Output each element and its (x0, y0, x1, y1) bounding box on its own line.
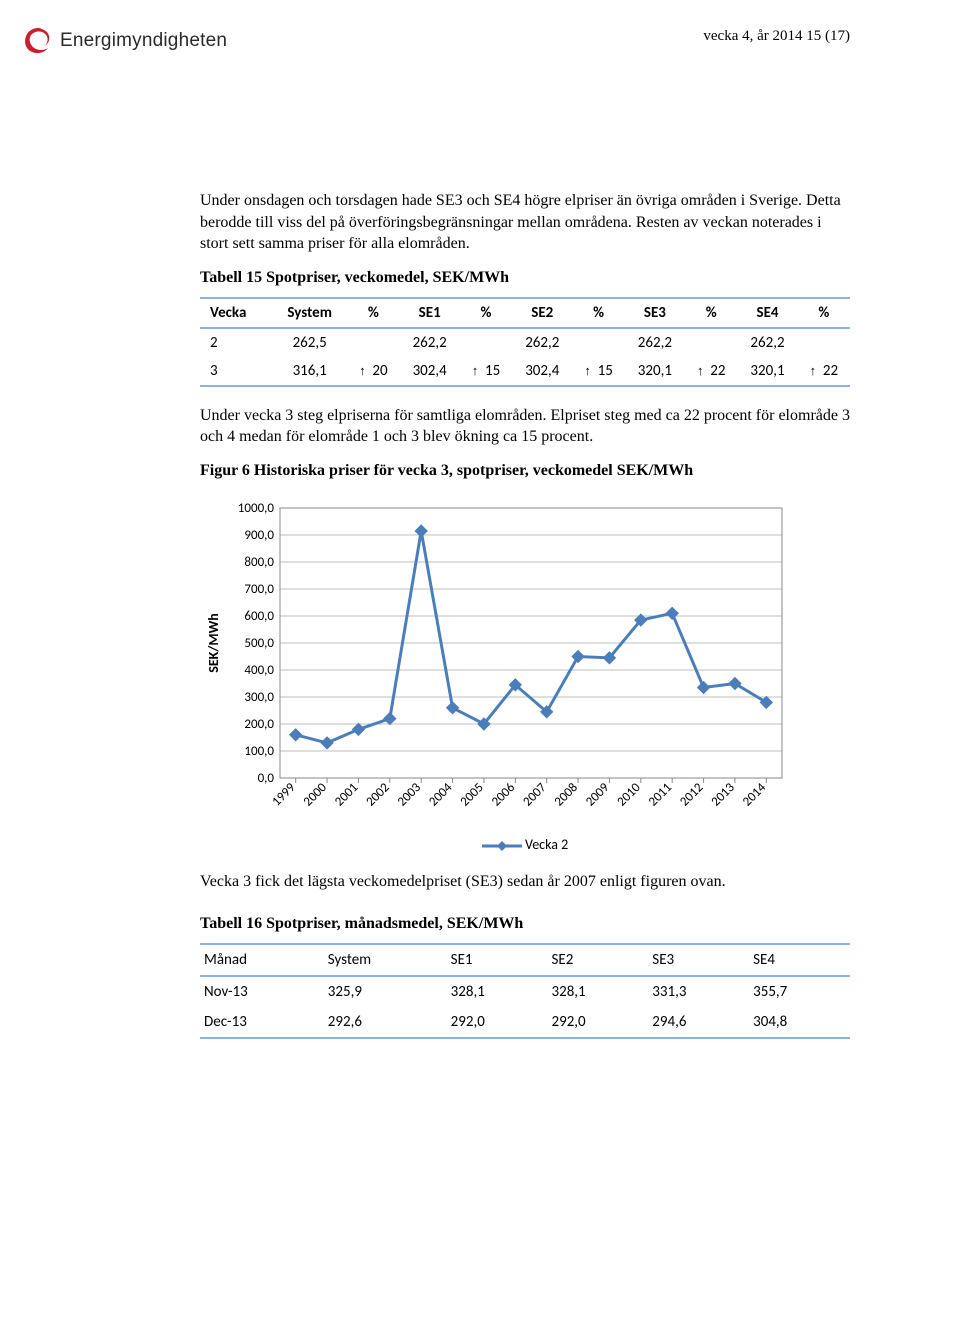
svg-text:2000: 2000 (301, 780, 331, 810)
table16-cell: 292,0 (447, 1007, 548, 1038)
table15-header: SE4 (737, 298, 797, 328)
table15-header: System (272, 298, 347, 328)
table15-cell: 262,5 (272, 328, 347, 357)
table15-cell: 262,2 (737, 328, 797, 357)
table15-header: SE1 (399, 298, 459, 328)
table15-header: SE3 (625, 298, 685, 328)
table16-cell: 325,9 (324, 976, 447, 1007)
table15: VeckaSystem%SE1%SE2%SE3%SE4% 2262,5262,2… (200, 297, 850, 387)
brand-logo: Energimyndigheten (20, 24, 227, 58)
page-header-right: vecka 4, år 2014 15 (17) (703, 28, 850, 45)
table16: MånadSystemSE1SE2SE3SE4 Nov-13325,9328,1… (200, 943, 850, 1039)
after-chart-paragraph: Vecka 3 fick det lägsta veckomedelpriset… (200, 871, 850, 893)
chart-caption: Figur 6 Historiska priser för vecka 3, s… (200, 462, 850, 480)
svg-text:0,0: 0,0 (258, 771, 275, 786)
svg-text:2003: 2003 (395, 780, 425, 810)
table15-cell (798, 328, 850, 357)
table15-cell: 3 (200, 357, 272, 386)
table16-header: System (324, 944, 447, 976)
table15-cell (572, 328, 624, 357)
svg-text:2007: 2007 (520, 780, 550, 810)
table16-cell: 328,1 (447, 976, 548, 1007)
svg-text:2001: 2001 (332, 780, 361, 809)
table15-cell: ↑ 22 (798, 357, 850, 386)
table15-caption: Tabell 15 Spotpriser, veckomedel, SEK/MW… (200, 269, 850, 287)
svg-text:900,0: 900,0 (244, 528, 274, 543)
svg-text:2014: 2014 (740, 780, 770, 810)
mid-paragraph: Under vecka 3 steg elpriserna för samtli… (200, 405, 850, 448)
svg-text:2011: 2011 (646, 780, 675, 809)
table15-cell (347, 328, 399, 357)
table16-cell: 331,3 (648, 976, 749, 1007)
table16-cell: 355,7 (749, 976, 850, 1007)
table15-header: % (572, 298, 624, 328)
table15-cell (685, 328, 737, 357)
table15-cell: 2 (200, 328, 272, 357)
chart-legend: Vecka 2 (200, 836, 850, 853)
svg-text:1000,0: 1000,0 (238, 501, 275, 516)
svg-text:2012: 2012 (677, 780, 707, 810)
table16-header: SE4 (749, 944, 850, 976)
table15-cell: 262,2 (625, 328, 685, 357)
table15-cell: 262,2 (399, 328, 459, 357)
svg-text:500,0: 500,0 (244, 636, 274, 651)
svg-text:600,0: 600,0 (244, 609, 274, 624)
table16-cell: 328,1 (547, 976, 648, 1007)
legend-line-icon (482, 839, 522, 853)
table16-header: Månad (200, 944, 324, 976)
svg-text:2004: 2004 (426, 780, 456, 810)
svg-text:700,0: 700,0 (244, 582, 274, 597)
table15-cell: 302,4 (512, 357, 572, 386)
table15-header: % (685, 298, 737, 328)
svg-text:2005: 2005 (458, 780, 487, 809)
svg-text:2009: 2009 (583, 780, 613, 810)
table15-cell: ↑ 15 (460, 357, 512, 386)
svg-text:2008: 2008 (552, 780, 582, 810)
table16-cell: 292,6 (324, 1007, 447, 1038)
table15-cell: 320,1 (625, 357, 685, 386)
table16-caption: Tabell 16 Spotpriser, månadsmedel, SEK/M… (200, 915, 850, 933)
table16-cell: 304,8 (749, 1007, 850, 1038)
svg-text:400,0: 400,0 (244, 663, 274, 678)
brand-text: Energimyndigheten (60, 30, 227, 52)
table15-header: % (798, 298, 850, 328)
table15-header: % (460, 298, 512, 328)
table15-header: % (347, 298, 399, 328)
svg-text:2013: 2013 (709, 780, 739, 810)
table15-cell: ↑ 22 (685, 357, 737, 386)
table15-cell: 316,1 (272, 357, 347, 386)
logo-swirl-icon (20, 24, 56, 58)
table16-header: SE3 (648, 944, 749, 976)
table16-cell: Dec-13 (200, 1007, 324, 1038)
table15-cell: ↑ 15 (572, 357, 624, 386)
svg-text:2002: 2002 (363, 780, 393, 810)
historical-prices-chart: 0,0 100,0 200,0 300,0 400,0 500,0 600,0 700,0 80… (200, 498, 850, 853)
table16-cell: 292,0 (547, 1007, 648, 1038)
intro-paragraph: Under onsdagen och torsdagen hade SE3 oc… (200, 190, 850, 255)
svg-text:800,0: 800,0 (244, 555, 274, 570)
table15-cell: 320,1 (737, 357, 797, 386)
svg-text:300,0: 300,0 (244, 690, 274, 705)
table16-header: SE1 (447, 944, 548, 976)
legend-label: Vecka 2 (525, 836, 568, 853)
table15-header: Vecka (200, 298, 272, 328)
table15-cell: 262,2 (512, 328, 572, 357)
svg-text:200,0: 200,0 (244, 717, 274, 732)
svg-text:SEK/MWh: SEK/MWh (205, 613, 222, 673)
table16-cell: 294,6 (648, 1007, 749, 1038)
table15-header: SE2 (512, 298, 572, 328)
svg-text:2006: 2006 (489, 780, 519, 810)
table15-cell: ↑ 20 (347, 357, 399, 386)
svg-text:100,0: 100,0 (244, 744, 274, 759)
table16-header: SE2 (547, 944, 648, 976)
table15-cell (460, 328, 512, 357)
table16-cell: Nov-13 (200, 976, 324, 1007)
table15-cell: 302,4 (399, 357, 459, 386)
svg-text:2010: 2010 (614, 780, 644, 810)
